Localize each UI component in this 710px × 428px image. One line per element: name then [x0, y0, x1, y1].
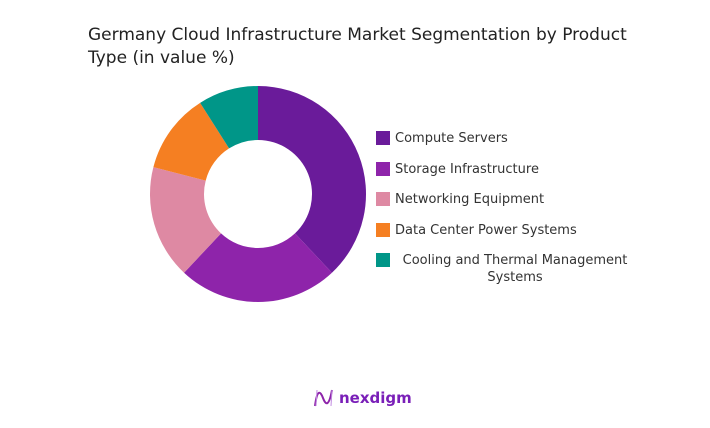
legend-swatch: [376, 192, 390, 206]
chart-title: Germany Cloud Infrastructure Market Segm…: [88, 25, 627, 68]
legend-item: Storage Infrastructure: [376, 161, 635, 192]
legend-label: Data Center Power Systems: [395, 222, 577, 238]
slice-data-center-power-systems: [153, 102, 230, 181]
legend-swatch: [376, 131, 390, 145]
legend-item: Data Center Power Systems: [376, 222, 635, 253]
slice-networking-equipment: [150, 167, 222, 273]
legend-label: Compute Servers: [395, 131, 508, 146]
legend-swatch: [376, 253, 390, 267]
slice-cooling-and-thermal-management-systems: [200, 86, 258, 149]
legend-item: Cooling and Thermal Management Systems: [376, 252, 635, 285]
logo-wave-icon: [314, 389, 333, 407]
legend-label: Storage Infrastructure: [395, 161, 539, 177]
legend-item: Compute Servers: [376, 130, 635, 161]
slice-storage-infrastructure: [184, 233, 332, 302]
legend-label: Networking Equipment: [395, 192, 545, 207]
legend-label: Cooling and Thermal Management Systems: [402, 253, 628, 285]
nexdigm-logo: nexdigm: [313, 388, 412, 408]
legend-item: Networking Equipment: [376, 191, 635, 222]
brand-name: nexdigm: [339, 389, 412, 407]
slice-compute-servers: [258, 86, 366, 273]
legend-swatch: [376, 161, 390, 176]
legend-swatch: [376, 222, 390, 237]
legend: Compute Servers Storage Infrastructure Net…: [376, 130, 635, 285]
